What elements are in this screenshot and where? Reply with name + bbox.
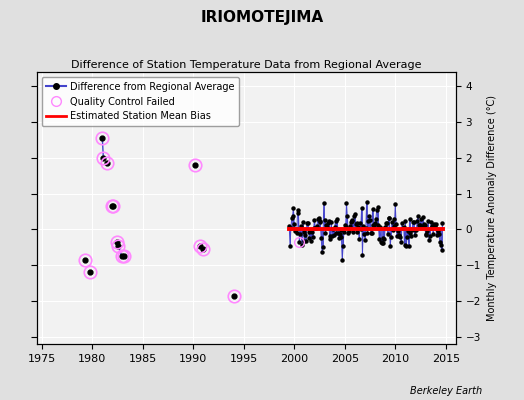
Title: Difference of Station Temperature Data from Regional Average: Difference of Station Temperature Data f… (71, 60, 421, 70)
Text: IRIOMOTEJIMA: IRIOMOTEJIMA (201, 10, 323, 25)
Text: Berkeley Earth: Berkeley Earth (410, 386, 482, 396)
Y-axis label: Monthly Temperature Anomaly Difference (°C): Monthly Temperature Anomaly Difference (… (486, 95, 497, 321)
